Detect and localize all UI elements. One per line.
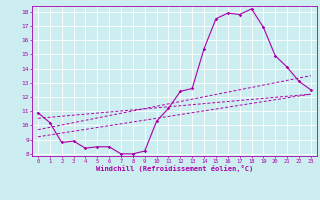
X-axis label: Windchill (Refroidissement éolien,°C): Windchill (Refroidissement éolien,°C) xyxy=(96,165,253,172)
